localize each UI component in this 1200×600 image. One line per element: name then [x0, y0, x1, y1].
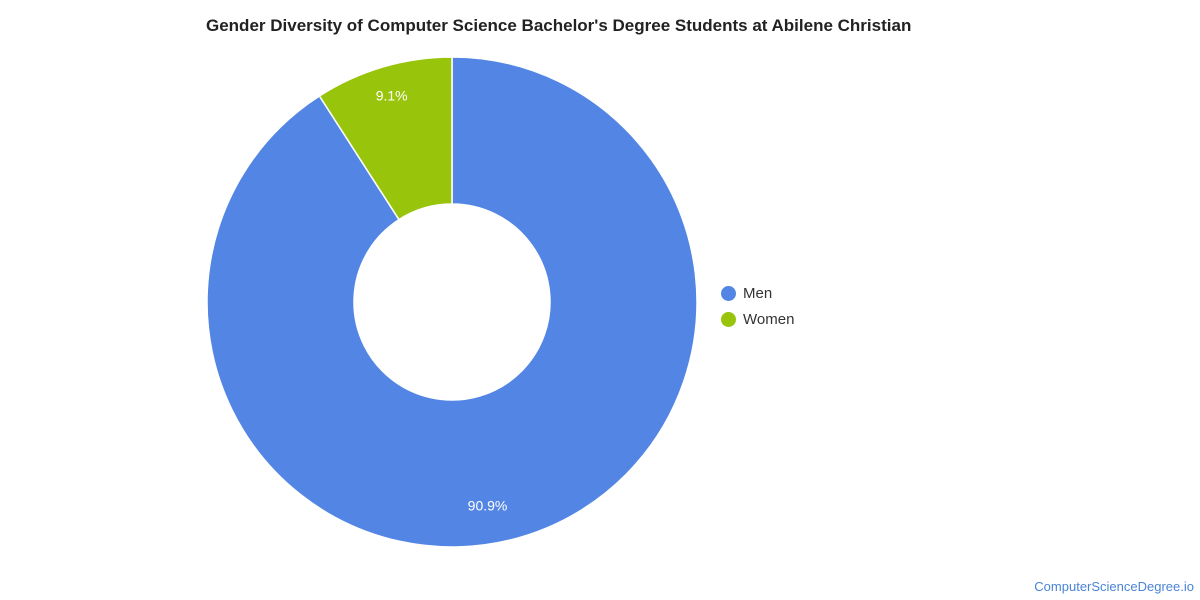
legend-item-women[interactable]: Women	[721, 306, 794, 332]
legend-item-men[interactable]: Men	[721, 280, 794, 306]
data-label-men: 90.9%	[468, 498, 508, 514]
data-label-women: 9.1%	[376, 87, 408, 103]
credit-link[interactable]: ComputerScienceDegree.io	[1034, 579, 1194, 594]
slice-men[interactable]	[206, 56, 698, 548]
chart-title: Gender Diversity of Computer Science Bac…	[206, 16, 912, 35]
legend-swatch-men	[721, 285, 736, 301]
legend-label-men: Men	[743, 284, 773, 302]
legend: Men Women	[721, 280, 794, 332]
legend-label-women: Women	[743, 310, 795, 328]
slice-women[interactable]	[318, 56, 453, 221]
legend-swatch-women	[721, 311, 736, 327]
